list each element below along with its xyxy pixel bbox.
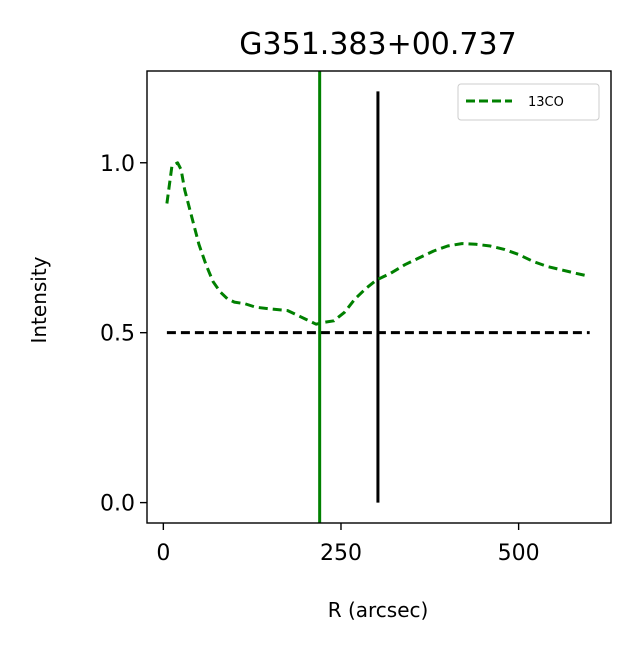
- axes-frame: [146, 70, 612, 524]
- plot-area: [165, 71, 590, 523]
- y-axis-label: Intensity: [27, 256, 51, 343]
- y-tick-label: 0.0: [100, 492, 135, 517]
- legend-box: [457, 83, 600, 121]
- x-tick-label: 0: [156, 541, 170, 566]
- x-tick-label: 500: [498, 541, 540, 566]
- legend: 13CO: [457, 83, 600, 121]
- series-line-13co: [165, 161, 587, 326]
- x-axis-label: R (arcsec): [328, 598, 429, 622]
- tick-group: 0 250 500 0.0 0.5 1.0: [100, 152, 540, 566]
- y-tick-label: 1.0: [100, 152, 135, 177]
- legend-label-13co: 13CO: [528, 95, 564, 110]
- chart-title: G351.383+00.737: [239, 27, 516, 62]
- y-tick-label: 0.5: [100, 322, 135, 347]
- x-tick-label: 250: [320, 541, 362, 566]
